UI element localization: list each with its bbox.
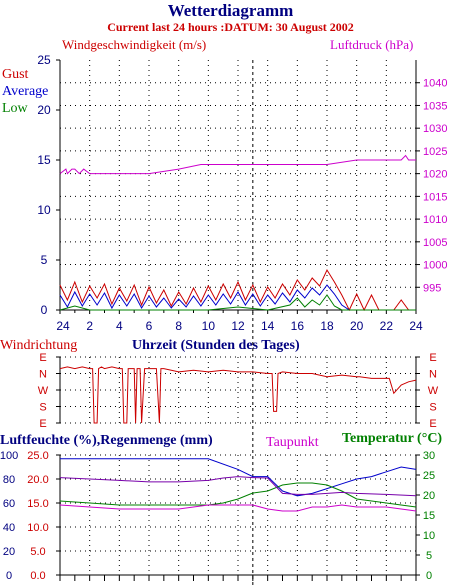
direction-label-right: E — [429, 352, 436, 364]
rain-tick-label: 20.0 — [27, 474, 48, 486]
legend-low: Low — [2, 101, 28, 116]
dewpoint-title: Taupunkt — [266, 435, 319, 450]
temperature-tick-label: 5 — [426, 550, 432, 562]
x-tick-label: 4 — [116, 319, 123, 333]
series-average — [59, 284, 357, 311]
y2-tick-label: 1000 — [423, 260, 447, 272]
y2-tick-label: 1040 — [423, 78, 447, 90]
y2-tick-label: 1025 — [423, 146, 447, 158]
humidity-tick-label: 60 — [3, 498, 15, 510]
temperature-tick-label: 0 — [426, 570, 432, 582]
x-tick-label: 8 — [175, 319, 182, 333]
humidity-tick-label: 20 — [3, 546, 15, 558]
legend-gust: Gust — [2, 67, 29, 82]
humidity-tick-label: 40 — [3, 522, 15, 534]
direction-label-left: N — [39, 369, 47, 381]
x-tick-label: 24 — [409, 319, 423, 333]
y-tick-label: 5 — [41, 253, 48, 267]
x-tick-label: 12 — [231, 319, 245, 333]
series-luftdruck-hpa — [59, 154, 416, 175]
x-tick-label: 24 — [56, 319, 70, 333]
direction-label-left: W — [38, 385, 49, 397]
y2-tick-label: 995 — [423, 282, 441, 294]
x-tick-label: 10 — [202, 319, 216, 333]
rain-tick-label: 5.0 — [30, 546, 45, 558]
y2-tick-label: 1015 — [423, 191, 447, 203]
y-tick-label: 25 — [37, 53, 51, 67]
wind-speed-axis-title: Windgeschwindigkeit (m/s) — [62, 37, 207, 52]
temperature-title: Temperatur (°C) — [342, 431, 443, 446]
y-tick-label: 10 — [37, 203, 51, 217]
series-low — [59, 294, 416, 311]
y2-tick-label: 1010 — [423, 214, 447, 226]
series-taupunkt — [59, 504, 417, 512]
x-tick-label: 20 — [350, 319, 364, 333]
temperature-tick-label: 20 — [423, 490, 435, 502]
direction-label-right: S — [429, 402, 436, 414]
direction-label-right: E — [429, 418, 436, 430]
series-regenmenge — [59, 476, 417, 497]
y2-tick-label: 1005 — [423, 237, 447, 249]
humidity-tick-label: 80 — [3, 474, 15, 486]
wind-direction-title: Windrichtung — [0, 338, 78, 353]
rain-tick-label: 0.0 — [30, 570, 45, 582]
temperature-tick-label: 15 — [423, 510, 435, 522]
humidity-tick-label: 0 — [6, 570, 12, 582]
page-title: Wetterdiagramm — [167, 1, 294, 20]
pressure-axis-title: Luftdruck (hPa) — [330, 37, 414, 52]
direction-label-right: W — [428, 385, 439, 397]
series-luftfeuchte — [60, 458, 417, 497]
direction-label-left: S — [39, 402, 46, 414]
page-subtitle: Current last 24 hours :DATUM: 30 August … — [107, 20, 354, 34]
y2-tick-label: 1020 — [423, 169, 447, 181]
x-tick-label: 14 — [261, 319, 275, 333]
rain-tick-label: 25.0 — [27, 450, 48, 462]
direction-label-left: E — [39, 418, 46, 430]
temperature-tick-label: 10 — [423, 530, 435, 542]
y-tick-label: 15 — [37, 153, 51, 167]
rain-tick-label: 15.0 — [27, 498, 48, 510]
y-tick-label: 20 — [37, 103, 51, 117]
x-tick-label: 16 — [291, 319, 305, 333]
y-tick-label: 0 — [41, 303, 48, 317]
x-tick-label: 6 — [146, 319, 153, 333]
x-tick-label: 2 — [86, 319, 93, 333]
direction-label-left: E — [39, 352, 46, 364]
time-axis-title: Uhrzeit (Stunden des Tages) — [132, 338, 300, 353]
series-wind-direction — [59, 366, 417, 424]
y2-tick-label: 1035 — [423, 100, 447, 112]
series-gust — [59, 268, 416, 312]
humidity-rain-title: Luftfeuchte (%),Regenmenge (mm) — [0, 433, 213, 448]
legend-average: Average — [2, 84, 49, 99]
direction-label-right: N — [429, 369, 437, 381]
rain-tick-label: 10.0 — [27, 522, 48, 534]
humidity-tick-label: 100 — [0, 450, 18, 462]
y2-tick-label: 1030 — [423, 123, 447, 135]
temperature-tick-label: 25 — [423, 470, 435, 482]
x-tick-label: 22 — [380, 319, 394, 333]
temperature-tick-label: 30 — [423, 450, 435, 462]
x-tick-label: 18 — [320, 319, 334, 333]
